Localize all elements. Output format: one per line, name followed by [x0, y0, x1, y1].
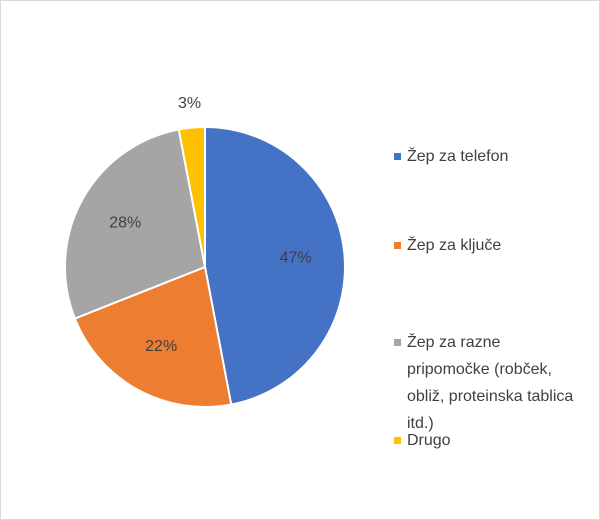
legend-label: Žep za razne pripomočke (robček, obliž, pr… — [407, 332, 573, 432]
pie-slice — [73, 265, 233, 408]
legend-label: Drugo — [407, 432, 451, 449]
legend-line: pripomočke (robček, — [407, 361, 552, 378]
legend-line: itd.) — [407, 415, 434, 432]
data-label: 47% — [280, 250, 312, 267]
data-label: 3% — [178, 95, 201, 112]
legend-swatch — [394, 242, 401, 249]
legend-label: Žep za ključe — [407, 235, 501, 254]
pie-slice — [204, 125, 346, 406]
data-label: 28% — [109, 214, 141, 231]
legend-swatch — [394, 437, 401, 444]
data-label: 22% — [145, 338, 177, 355]
pie-slice — [177, 125, 206, 268]
legend-label: Žep za telefon — [407, 146, 508, 165]
legend-line: Žep za razne — [407, 332, 500, 351]
legend-swatch — [394, 153, 401, 160]
pie-slice — [64, 128, 207, 320]
legend-line: obliž, proteinska tablica — [407, 388, 573, 405]
legend-swatch — [394, 339, 401, 346]
